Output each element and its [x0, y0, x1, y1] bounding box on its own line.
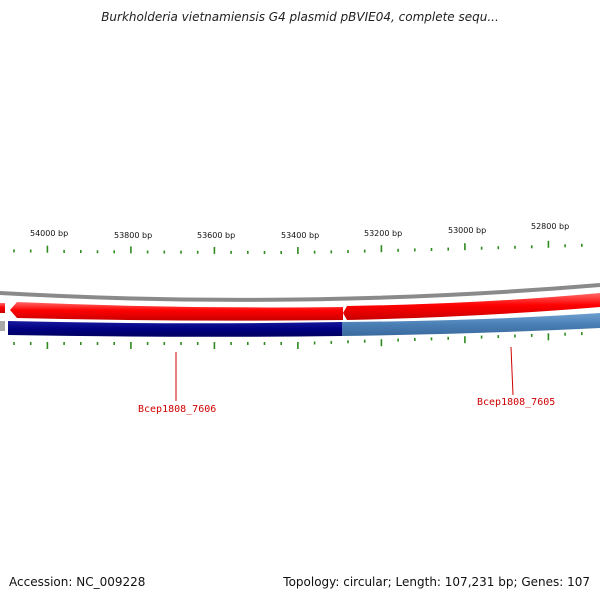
reverse-gene-bcep1808-7606-block: [8, 321, 342, 337]
accession-text: Accession: NC_009228: [9, 575, 146, 589]
scale-label: 53000 bp: [448, 226, 486, 235]
forward-gene-bcep1808-7605-arrow: [343, 293, 600, 320]
reverse-gene-fragment-left: [0, 321, 5, 331]
scale-label: 54000 bp: [30, 229, 68, 238]
gene-label-bcep1808-7606: Bcep1808_7606: [138, 404, 216, 415]
gene-label-bcep1808-7605: Bcep1808_7605: [477, 397, 555, 408]
forward-gene-bcep1808-7606-arrow: [10, 302, 343, 321]
topology-summary: Topology: circular; Length: 107,231 bp; …: [283, 575, 590, 589]
scale-label: 53800 bp: [114, 231, 152, 240]
scale-label: 53200 bp: [364, 229, 402, 238]
scale-label: 53600 bp: [197, 231, 235, 240]
scale-label: 52800 bp: [531, 222, 569, 231]
backbone-arc: [0, 283, 600, 302]
reverse-gene-bcep1808-7605-block: [342, 313, 600, 336]
forward-gene-fragment-left: [0, 303, 5, 313]
gene-leader-line-7605: [510, 346, 514, 396]
inner-scale-ticks: [13, 332, 583, 349]
map-title: Burkholderia vietnamiensis G4 plasmid pB…: [101, 10, 499, 24]
scale-label: 53400 bp: [281, 231, 319, 240]
outer-scale-ticks: [13, 240, 583, 254]
